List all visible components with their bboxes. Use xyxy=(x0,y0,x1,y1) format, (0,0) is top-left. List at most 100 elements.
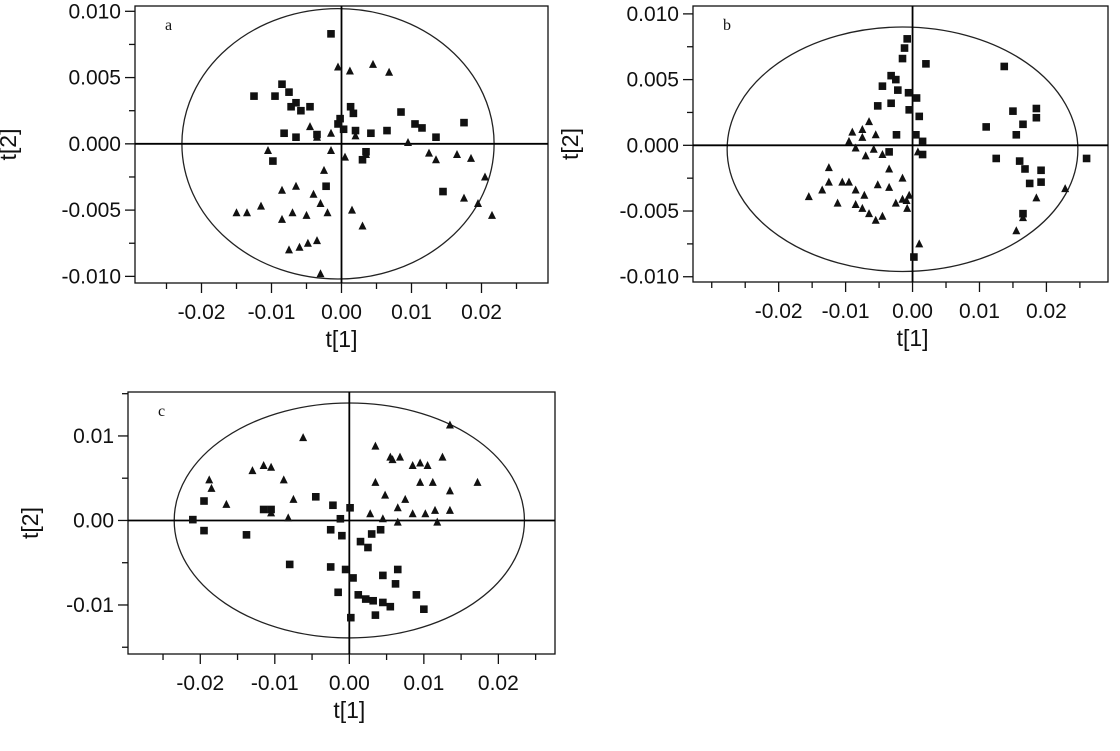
panel-label: b xyxy=(723,17,731,34)
data-point-triangle xyxy=(425,148,433,157)
x-tick-label: 0.00 xyxy=(329,672,370,695)
data-point-triangle xyxy=(481,172,489,181)
data-point-square xyxy=(1032,113,1041,122)
data-point-triangle xyxy=(248,466,257,475)
data-point-triangle xyxy=(1032,193,1041,202)
x-tick-label: 0.02 xyxy=(1026,300,1067,323)
data-point-triangle xyxy=(243,208,251,217)
x-axis-title: t[1] xyxy=(897,325,929,351)
data-point-triangle xyxy=(869,144,878,153)
data-point-triangle xyxy=(408,509,417,518)
data-point-square xyxy=(391,580,400,588)
data-point-triangle xyxy=(388,455,397,464)
data-point-square xyxy=(200,497,208,505)
data-point-square xyxy=(287,102,295,111)
x-tick-label: 0.01 xyxy=(403,672,444,695)
data-point-triangle xyxy=(369,59,377,68)
confidence-ellipse xyxy=(726,26,1079,273)
x-tick-label: -0.02 xyxy=(178,301,226,324)
data-point-triangle xyxy=(473,477,482,486)
data-point-square xyxy=(326,563,335,571)
data-point-square xyxy=(346,102,355,111)
data-point-triangle xyxy=(416,477,425,486)
data-point-triangle xyxy=(431,505,440,514)
data-point-triangle xyxy=(362,149,370,158)
data-point-triangle xyxy=(288,208,297,217)
data-point-triangle xyxy=(366,509,375,518)
data-point-triangle xyxy=(257,201,265,210)
data-point-triangle xyxy=(460,193,468,202)
data-point-triangle xyxy=(865,117,874,126)
data-point-square xyxy=(371,611,380,619)
data-point-triangle xyxy=(205,475,214,484)
data-point-square xyxy=(1037,178,1045,186)
scatter-plot-a: -0.02 -0.01 0.00 0.01 0.02 0.010 0.005 0.000 -0.… xyxy=(0,0,549,352)
data-point-triangle xyxy=(818,185,827,194)
data-point-square xyxy=(285,560,294,569)
data-point-triangle xyxy=(432,155,440,164)
data-point-square xyxy=(285,88,293,96)
y-tick-label: 0.010 xyxy=(626,3,679,26)
data-point-square xyxy=(904,88,913,97)
data-point-triangle xyxy=(351,131,360,140)
panel-label: a xyxy=(165,17,172,34)
data-point-triangle xyxy=(428,477,437,486)
data-point-triangle xyxy=(320,165,328,174)
data-point-square xyxy=(280,129,288,138)
data-point-triangle xyxy=(278,214,286,223)
chart-panel-b: -0.02 -0.01 0.00 0.01 0.02 0.010 0.005 0.000 -0.… xyxy=(557,0,1120,370)
data-point-triangle xyxy=(488,210,496,219)
data-point-square xyxy=(367,530,376,538)
data-point-square xyxy=(269,157,277,165)
data-point-triangle xyxy=(858,203,867,212)
y-axis-title: t[2] xyxy=(560,128,583,160)
data-point-square xyxy=(432,133,440,142)
data-point-square xyxy=(364,543,372,552)
data-point-square xyxy=(200,526,208,535)
data-point-square xyxy=(334,120,342,128)
data-point-triangle xyxy=(408,461,417,470)
data-point-triangle xyxy=(371,477,380,486)
data-point-square xyxy=(918,137,927,146)
data-point-square xyxy=(278,80,286,88)
data-point-triangle xyxy=(385,67,394,76)
data-point-square xyxy=(292,98,300,107)
data-point-triangle xyxy=(222,499,231,508)
data-point-square xyxy=(346,503,354,512)
scatter-plot-b: -0.02 -0.01 0.00 0.01 0.02 0.010 0.005 0.000 -0.… xyxy=(557,3,1109,351)
data-point-triangle xyxy=(393,517,402,526)
y-tick-label: 0.005 xyxy=(68,67,121,90)
panel-label: c xyxy=(158,403,165,420)
data-point-triangle xyxy=(865,209,874,218)
data-point-triangle xyxy=(898,173,907,182)
data-point-square xyxy=(339,125,348,134)
data-point-triangle xyxy=(445,420,454,429)
data-point-square xyxy=(1025,179,1034,188)
data-point-triangle xyxy=(804,192,813,201)
y-tick-label: 0.000 xyxy=(68,133,121,156)
data-point-triangle xyxy=(878,211,887,220)
y-tick-label: -0.005 xyxy=(61,199,121,222)
data-point-square xyxy=(892,75,900,84)
data-point-square xyxy=(915,112,924,121)
data-point-square xyxy=(329,501,337,510)
data-point-triangle xyxy=(851,199,860,208)
data-point-triangle xyxy=(313,132,321,141)
data-point-triangle xyxy=(913,147,922,156)
data-point-triangle xyxy=(279,475,288,484)
data-point-square xyxy=(250,92,258,100)
x-tick-label: -0.01 xyxy=(822,300,870,323)
data-point-square xyxy=(873,102,882,110)
data-point-triangle xyxy=(207,483,216,492)
data-point-square xyxy=(271,92,279,100)
x-tick-label: 0.01 xyxy=(959,300,1000,323)
data-point-triangle xyxy=(838,177,847,186)
data-point-triangle xyxy=(467,153,475,162)
data-point-triangle xyxy=(302,210,311,219)
data-point-square xyxy=(327,30,335,38)
chart-panel-a: -0.02 -0.01 0.00 0.01 0.02 0.010 0.005 0.000 -0.… xyxy=(0,0,560,370)
y-tick-label: 0.005 xyxy=(626,69,679,92)
data-point-triangle xyxy=(445,486,454,495)
data-point-square xyxy=(376,525,385,534)
data-point-triangle xyxy=(278,185,286,194)
